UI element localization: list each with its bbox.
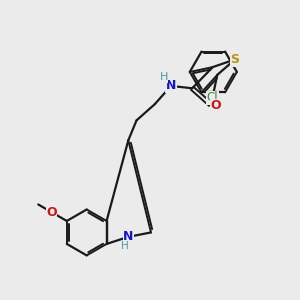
Text: Cl: Cl (207, 92, 218, 104)
Text: S: S (231, 53, 240, 66)
Text: N: N (166, 80, 176, 92)
Text: O: O (210, 99, 221, 112)
Text: N: N (123, 230, 134, 243)
Text: H: H (159, 72, 168, 82)
Text: H: H (121, 241, 129, 251)
Text: O: O (46, 206, 57, 219)
